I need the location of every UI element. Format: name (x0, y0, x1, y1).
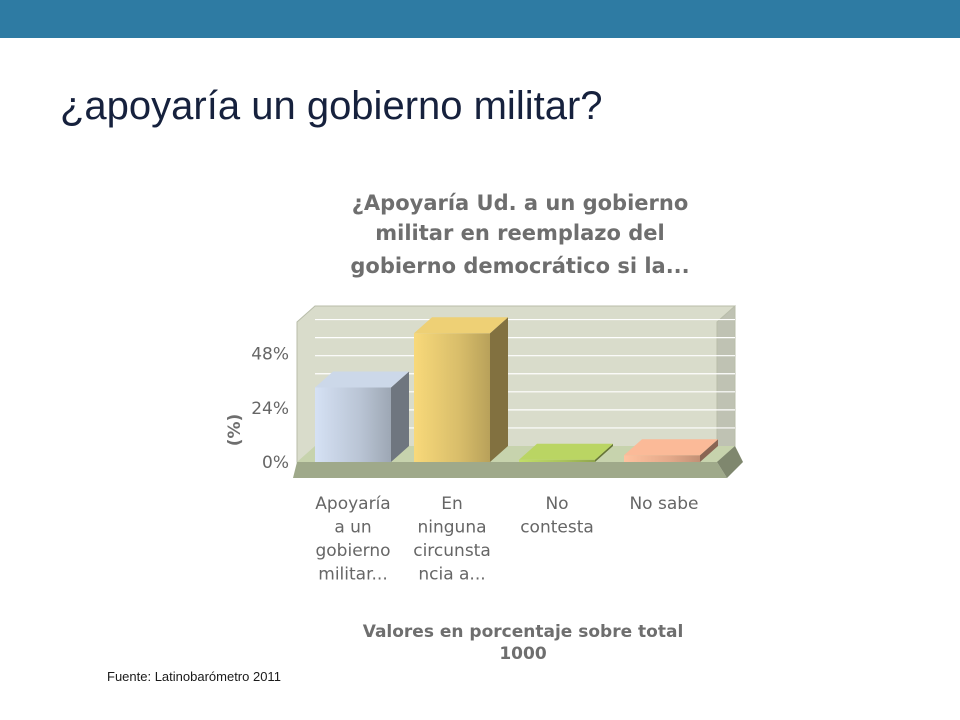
bar-top (519, 443, 613, 460)
bar-front (414, 333, 490, 462)
bar (315, 371, 409, 462)
x-category-label: gobierno (315, 541, 390, 561)
bar (624, 439, 718, 462)
source-note: Fuente: Latinobarómetro 2011 (107, 669, 281, 684)
x-category-label: ncia a... (418, 565, 485, 585)
x-category-label: No sabe (629, 494, 698, 514)
plot-floor-side (717, 446, 743, 478)
plot-area: 0% 24% 48% Apoyaría a un gobierno militar... En… (251, 304, 743, 585)
bar (414, 317, 508, 462)
bar-side (391, 371, 409, 462)
chart-note-line-2: 1000 (499, 644, 546, 664)
chart-title-line-1: ¿Apoyaría Ud. a un gobierno (352, 191, 689, 215)
bar (519, 443, 613, 462)
y-tick-label: 0% (262, 453, 289, 473)
bar-side (700, 439, 718, 462)
y-tick-label: 48% (251, 345, 289, 365)
bar-side (595, 443, 613, 462)
bar-front (315, 387, 391, 462)
bar-top (414, 317, 508, 334)
x-category-label: En (441, 494, 463, 514)
x-category-label: a un (334, 518, 371, 538)
x-category-label: circunsta (413, 541, 491, 561)
chart-title-line-3: gobierno democrático si la... (350, 254, 689, 278)
chart-note-line-1: Valores en porcentaje sobre total (363, 622, 684, 642)
plot-side-wall (716, 304, 736, 464)
y-tick-label: 24% (251, 399, 289, 419)
bar-front (519, 459, 595, 462)
y-axis-label: (%) (225, 414, 245, 447)
x-category-label: No (545, 494, 568, 514)
x-category-label: Apoyaría (315, 494, 390, 514)
plot-floor-front (293, 462, 727, 478)
bar-top (624, 439, 718, 456)
bar-front (624, 455, 700, 462)
bar-side (490, 317, 508, 462)
x-category-label: militar... (318, 565, 387, 585)
top-bar (0, 0, 960, 38)
bar-top (315, 371, 409, 388)
chart-title-line-2: militar en reemplazo del (375, 221, 664, 245)
slide-title: ¿apoyaría un gobierno militar? (60, 84, 603, 128)
x-category-label: ninguna (417, 518, 486, 538)
x-category-label: contesta (520, 518, 594, 538)
